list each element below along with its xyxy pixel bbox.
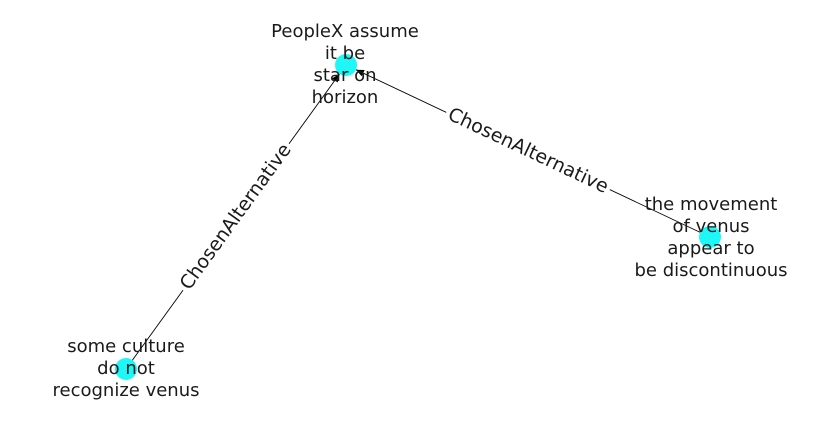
node-label-n2-line-1: the movement	[645, 194, 778, 215]
edge-label-bg-n2-n1	[441, 101, 616, 201]
node-label-n3-line-1: some culture	[67, 336, 185, 357]
edges-layer	[125, 69, 711, 370]
edge-label-n3-n1: ChosenAlternative	[172, 136, 299, 297]
edge-label-text-n3-n1: ChosenAlternative	[175, 139, 295, 294]
nodes-layer	[115, 54, 721, 380]
node-label-n1-line-2: it be	[325, 43, 365, 64]
edge-label-n2-n1: ChosenAlternative	[441, 101, 616, 201]
edge-labels-layer: ChosenAlternative ChosenAlternative	[172, 101, 616, 297]
edge-label-bg-n3-n1	[172, 136, 299, 297]
edge-arrowhead-n2-n1	[355, 69, 365, 77]
node-circle-n3[interactable]	[115, 358, 137, 380]
node-label-n2-line-4: be discontinuous	[634, 260, 787, 281]
node-label-n1-line-1: PeopleX assume	[271, 21, 419, 42]
edge-label-text-n2-n1: ChosenAlternative	[444, 103, 611, 198]
node-label-n3-line-3: recognize venus	[53, 380, 200, 401]
node-circle-n2[interactable]	[699, 226, 721, 248]
node-label-n1-line-3: star on	[313, 65, 376, 86]
node-label-n2-line-2: of venus	[673, 216, 750, 237]
node-label-n2-line-3: appear to	[667, 238, 754, 259]
node-label-n1-line-4: horizon	[312, 87, 379, 108]
edge-arrowhead-n3-n1	[332, 73, 340, 83]
node-label-n3-line-2: do not	[97, 358, 155, 379]
node-circle-n1[interactable]	[335, 54, 357, 76]
